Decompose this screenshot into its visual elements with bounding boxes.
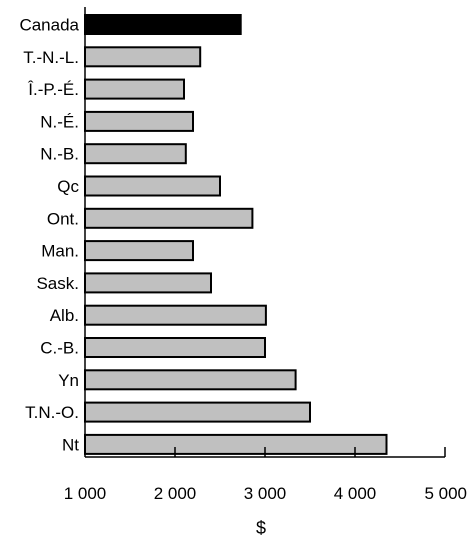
category-label-5: Qc (57, 177, 79, 196)
bar-11 (84, 369, 297, 391)
bar-6 (84, 207, 254, 229)
bar-9 (84, 304, 267, 326)
bars-group (84, 14, 388, 455)
bar-2 (84, 78, 185, 100)
x-tick-label-4: 5 000 (424, 484, 467, 503)
category-labels-group: Canada T.-N.-L. Î.-P.-É. N.-É. N.-B. Qc Ont. Ma… (19, 16, 79, 455)
x-tick-label-1: 2 000 (154, 484, 197, 503)
category-label-10: C.-B. (40, 339, 79, 358)
category-label-7: Man. (41, 242, 79, 261)
bar-8 (84, 272, 212, 294)
category-label-11: Yn (58, 371, 79, 390)
x-axis-title: $ (256, 518, 266, 538)
category-label-8: Sask. (36, 274, 79, 293)
category-label-3: N.-É. (40, 112, 79, 131)
bar-5 (84, 175, 221, 197)
bar-10 (84, 337, 266, 358)
bar-1 (84, 46, 202, 68)
category-label-1: T.-N.-L. (23, 48, 79, 67)
category-label-13: Nt (62, 435, 79, 454)
category-label-0: Canada (19, 16, 79, 35)
bar-0 (84, 14, 242, 35)
category-label-12: T.N.-O. (25, 403, 79, 422)
x-tick-label-2: 3 000 (244, 484, 287, 503)
bar-3 (84, 110, 194, 132)
category-label-9: Alb. (50, 306, 79, 325)
x-tick-label-0: 1 000 (64, 484, 107, 503)
bar-4 (84, 143, 187, 165)
bar-13 (84, 433, 388, 455)
x-tick-label-3: 4 000 (334, 484, 377, 503)
category-label-2: Î.-P.-É. (27, 80, 79, 99)
bar-12 (84, 401, 311, 423)
bar-7 (84, 240, 194, 262)
x-ticks-group: 1 000 2 000 3 000 4 000 5 000 (64, 447, 467, 503)
category-label-4: N.-B. (40, 145, 79, 164)
category-label-6: Ont. (47, 209, 79, 228)
